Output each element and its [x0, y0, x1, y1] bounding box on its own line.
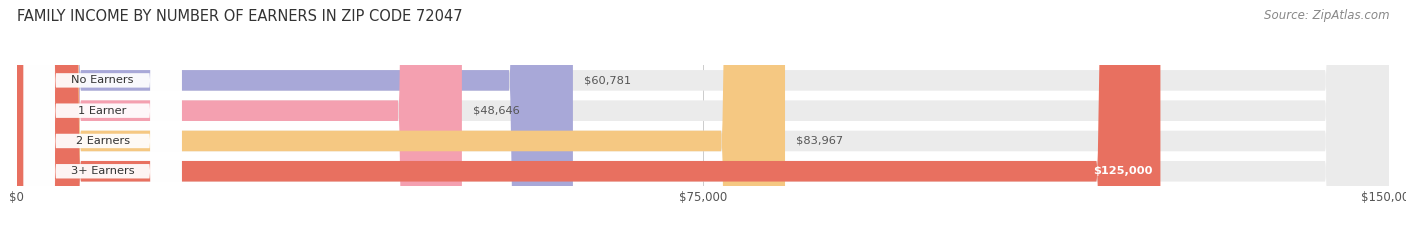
Text: 1 Earner: 1 Earner	[79, 106, 127, 116]
FancyBboxPatch shape	[17, 0, 1389, 233]
FancyBboxPatch shape	[17, 0, 785, 233]
Text: $125,000: $125,000	[1092, 166, 1152, 176]
Text: 3+ Earners: 3+ Earners	[70, 166, 135, 176]
Text: Source: ZipAtlas.com: Source: ZipAtlas.com	[1264, 9, 1389, 22]
FancyBboxPatch shape	[24, 0, 181, 233]
Text: No Earners: No Earners	[72, 75, 134, 85]
FancyBboxPatch shape	[24, 0, 181, 233]
Text: 2 Earners: 2 Earners	[76, 136, 129, 146]
FancyBboxPatch shape	[17, 0, 1389, 233]
FancyBboxPatch shape	[17, 0, 463, 233]
FancyBboxPatch shape	[17, 0, 1160, 233]
Text: $60,781: $60,781	[583, 75, 631, 85]
FancyBboxPatch shape	[24, 0, 181, 233]
FancyBboxPatch shape	[17, 0, 572, 233]
Text: $83,967: $83,967	[796, 136, 844, 146]
FancyBboxPatch shape	[24, 0, 181, 233]
Text: FAMILY INCOME BY NUMBER OF EARNERS IN ZIP CODE 72047: FAMILY INCOME BY NUMBER OF EARNERS IN ZI…	[17, 9, 463, 24]
Text: $48,646: $48,646	[472, 106, 520, 116]
FancyBboxPatch shape	[17, 0, 1389, 233]
FancyBboxPatch shape	[17, 0, 1389, 233]
